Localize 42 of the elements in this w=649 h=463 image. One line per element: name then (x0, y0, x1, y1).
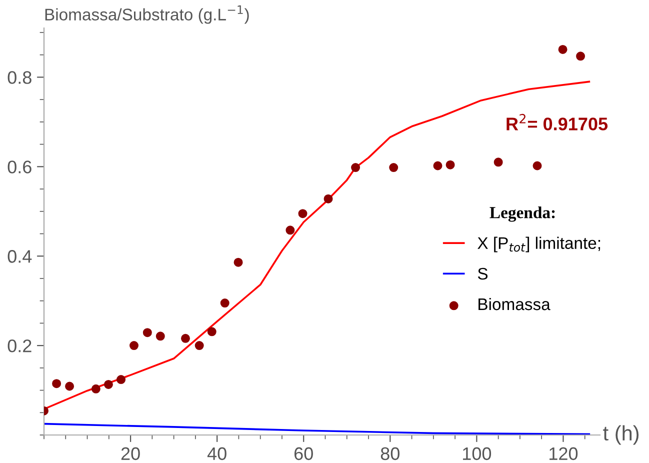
point (389, 163, 398, 172)
point (130, 341, 138, 350)
point (234, 258, 243, 267)
line-series (44, 422, 590, 435)
x-tick-label: 120 (550, 447, 578, 460)
point (220, 298, 230, 308)
point (576, 52, 586, 61)
point (446, 160, 455, 170)
point (433, 161, 442, 170)
point (142, 328, 152, 338)
legend-label: Biomassa (478, 298, 550, 310)
legend-label: S (478, 268, 488, 280)
point (104, 380, 113, 389)
y-axis-title: Biomassa/Substrato (g.L$^{−1}$) (45, 5, 249, 24)
point (558, 44, 568, 54)
point (180, 334, 190, 343)
point (194, 341, 204, 350)
point (532, 161, 542, 170)
x-tick-label: 100 (463, 447, 492, 460)
x-tick-label: 80 (380, 447, 400, 460)
point (156, 332, 165, 341)
point (65, 382, 74, 391)
point (324, 194, 333, 204)
y-tick-label: 0.6 (8, 160, 32, 174)
legend-title: Legenda: (490, 206, 555, 222)
point (286, 226, 295, 235)
point (351, 163, 360, 172)
x-tick-label: 40 (207, 447, 226, 460)
annotation: R$^{2}$= 0.91705 (506, 114, 608, 130)
point (91, 384, 100, 394)
x-tick-label: 60 (294, 447, 313, 460)
point (298, 209, 308, 218)
point (494, 158, 503, 167)
x-tick-label: 20 (121, 447, 140, 460)
y-tick-label: 0.2 (8, 339, 32, 352)
point (207, 327, 216, 336)
legend-label: X [P$_{tot}$] limitante; (478, 236, 600, 252)
point (52, 379, 62, 388)
x-axis-title: t (h) (603, 425, 639, 445)
y-tick-label: 0.8 (8, 71, 32, 84)
point (116, 375, 126, 384)
y-tick-label: 0.4 (8, 250, 32, 263)
